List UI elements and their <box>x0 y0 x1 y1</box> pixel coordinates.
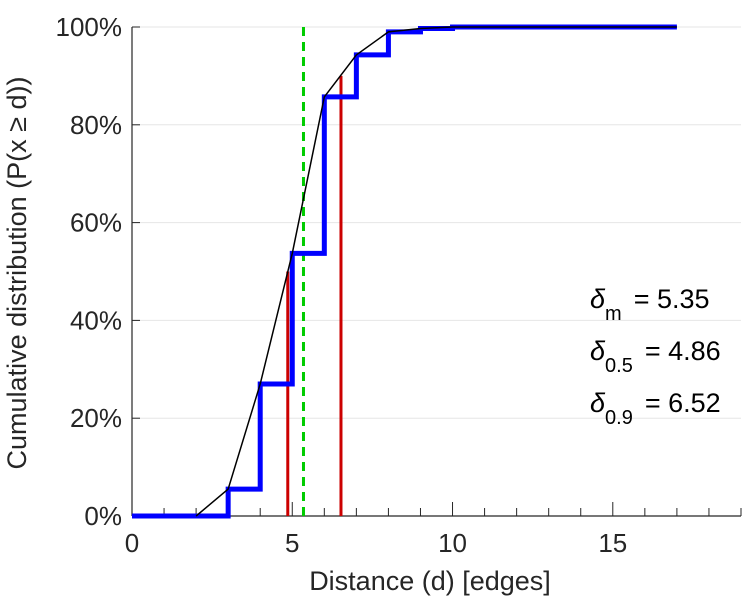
x-axis-label: Distance (d) [edges] <box>309 566 551 596</box>
stat-annotation: δ0.5 = 4.86 <box>590 336 721 377</box>
stat-symbol: δ <box>590 336 606 366</box>
y-tick-label: 80% <box>70 110 122 140</box>
stat-symbol: δ <box>590 388 606 418</box>
smooth-series-line <box>195 26 677 517</box>
y-tick-label: 60% <box>70 208 122 238</box>
y-tick-label: 20% <box>70 403 122 433</box>
vline-layer <box>286 27 343 516</box>
grid-layer <box>132 26 741 517</box>
step-series-line <box>132 24 677 519</box>
y-tick-label: 0% <box>84 501 122 531</box>
stat-value: = 5.35 <box>634 284 710 314</box>
stat-symbol: δ <box>590 284 606 314</box>
y-axis-label: Cumulative distribution (P(x ≥ d)) <box>2 77 32 470</box>
y-tick-label: 40% <box>70 305 122 335</box>
stat-value: = 4.86 <box>645 336 721 366</box>
tick-label-layer: 0 5 10 15 0% 20% 40% 60% 80% 100% <box>56 12 628 558</box>
y-tick-label: 100% <box>56 12 123 42</box>
stat-value: = 6.52 <box>645 388 721 418</box>
stat-subscript: m <box>605 303 622 325</box>
stat-annotation: δm = 5.35 <box>590 284 710 325</box>
x-tick-label: 10 <box>438 528 467 558</box>
stat-subscript: 0.9 <box>605 407 633 429</box>
x-tick-label: 15 <box>598 528 627 558</box>
x-tick-label: 5 <box>285 528 299 558</box>
stat-annotation: δ0.9 = 6.52 <box>590 388 721 429</box>
stat-subscript: 0.5 <box>605 355 633 377</box>
x-tick-label: 0 <box>125 528 139 558</box>
series-layer <box>132 24 677 519</box>
axes-layer <box>131 26 742 517</box>
